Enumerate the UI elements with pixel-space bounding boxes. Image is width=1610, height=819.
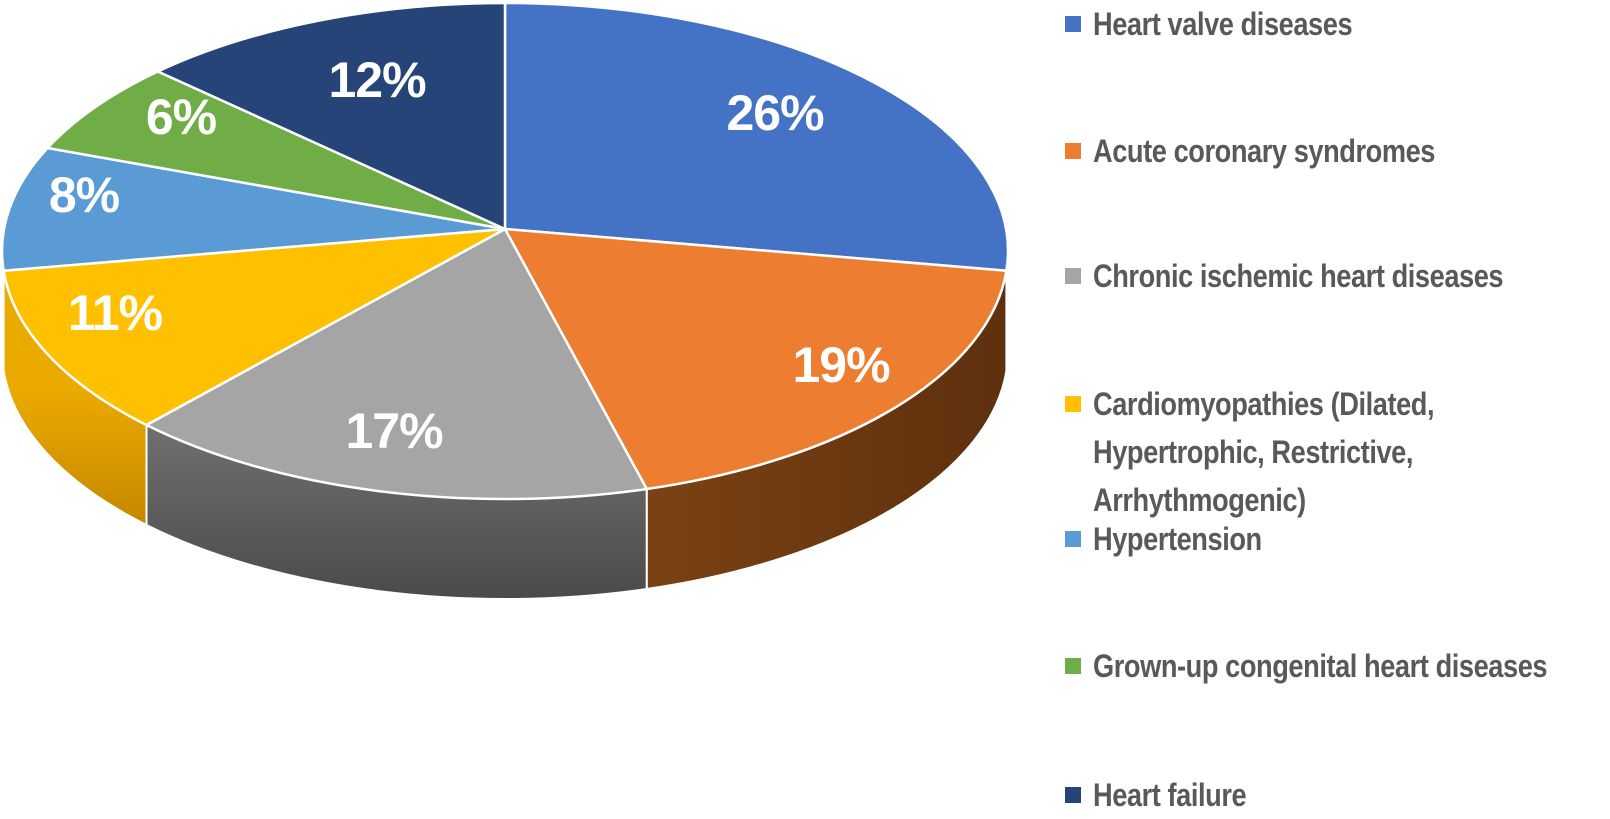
legend-item-acute-coronary-syndromes: Acute coronary syndromes — [1065, 127, 1610, 175]
pie-slice-acute-coronary-syndromes — [503, 227, 1008, 491]
legend: Heart valve diseases Acute coronary synd… — [1065, 0, 1610, 813]
legend-item-grown-up-congenital-heart-diseases: Grown-up congenital heart diseases — [1065, 642, 1610, 690]
pie-slice-cardiomyopathies-dilated-hypertrophic-restrictive-arrhythmogenic — [2, 227, 507, 427]
legend-item-label: Cardiomyopathies (Dilated, Hypertrophic,… — [1093, 386, 1435, 518]
pie-slice-hypertension — [0, 146, 507, 272]
pie-slice-heart-failure — [156, 1, 507, 231]
pie-slice-heart-valve-diseases — [503, 1, 1010, 272]
data-label-grown-up-congenital-heart-diseases: 6% — [146, 89, 217, 145]
legend-swatch-cardiomyopathies-dilated-hypertrophic-restrictive-arrhythmogenic — [1065, 396, 1081, 412]
data-label-heart-failure: 12% — [328, 52, 426, 108]
pie-chart: 26% 19% 17% 11% 8% 6% 12% — [0, 1, 1010, 601]
pie-slice-grown-up-congenital-heart-diseases — [46, 70, 507, 231]
legend-item-label: Chronic ischemic heart diseases — [1093, 258, 1504, 294]
data-label-chronic-ischemic-heart-diseases: 17% — [345, 403, 443, 459]
legend-item-label: Heart failure — [1093, 777, 1247, 813]
legend-item-label: Heart valve diseases — [1093, 6, 1353, 42]
legend-swatch-hypertension — [1065, 531, 1081, 547]
legend-swatch-heart-failure — [1065, 787, 1081, 803]
pie-slice-tops — [0, 1, 1010, 501]
legend-item-heart-failure: Heart failure — [1065, 771, 1610, 819]
data-label-hypertension: 8% — [49, 167, 120, 223]
chart-area: 26% 19% 17% 11% 8% 6% 12% — [0, 1, 1010, 601]
legend-swatch-grown-up-congenital-heart-diseases — [1065, 658, 1081, 674]
pie-data-labels: 26% 19% 17% 11% 8% 6% 12% — [49, 52, 891, 459]
data-label-heart-valve-diseases: 26% — [726, 85, 824, 141]
pie-slice-walls — [2, 270, 1008, 601]
pie-slice-chronic-ischemic-heart-diseases — [145, 227, 648, 501]
legend-item-label: Hypertension — [1093, 521, 1262, 557]
legend-swatch-chronic-ischemic-heart-diseases — [1065, 268, 1081, 284]
legend-item-label: Acute coronary syndromes — [1093, 133, 1436, 169]
legend-item-heart-valve-diseases: Heart valve diseases — [1065, 0, 1610, 48]
legend-swatch-acute-coronary-syndromes — [1065, 143, 1081, 159]
legend-item-cardiomyopathies-dilated-hypertrophic-restrictive-arrhythmogenic: Cardiomyopathies (Dilated, Hypertrophic,… — [1065, 380, 1610, 524]
legend-item-hypertension: Hypertension — [1065, 515, 1610, 563]
legend-swatch-heart-valve-diseases — [1065, 16, 1081, 32]
legend-item-label: Grown-up congenital heart diseases — [1093, 648, 1548, 684]
legend-item-chronic-ischemic-heart-diseases: Chronic ischemic heart diseases — [1065, 252, 1610, 300]
data-label-cardiomyopathies-dilated-hypertrophic-restrictive-arrhythmogenic: 11% — [68, 285, 163, 341]
data-label-acute-coronary-syndromes: 19% — [792, 337, 890, 393]
